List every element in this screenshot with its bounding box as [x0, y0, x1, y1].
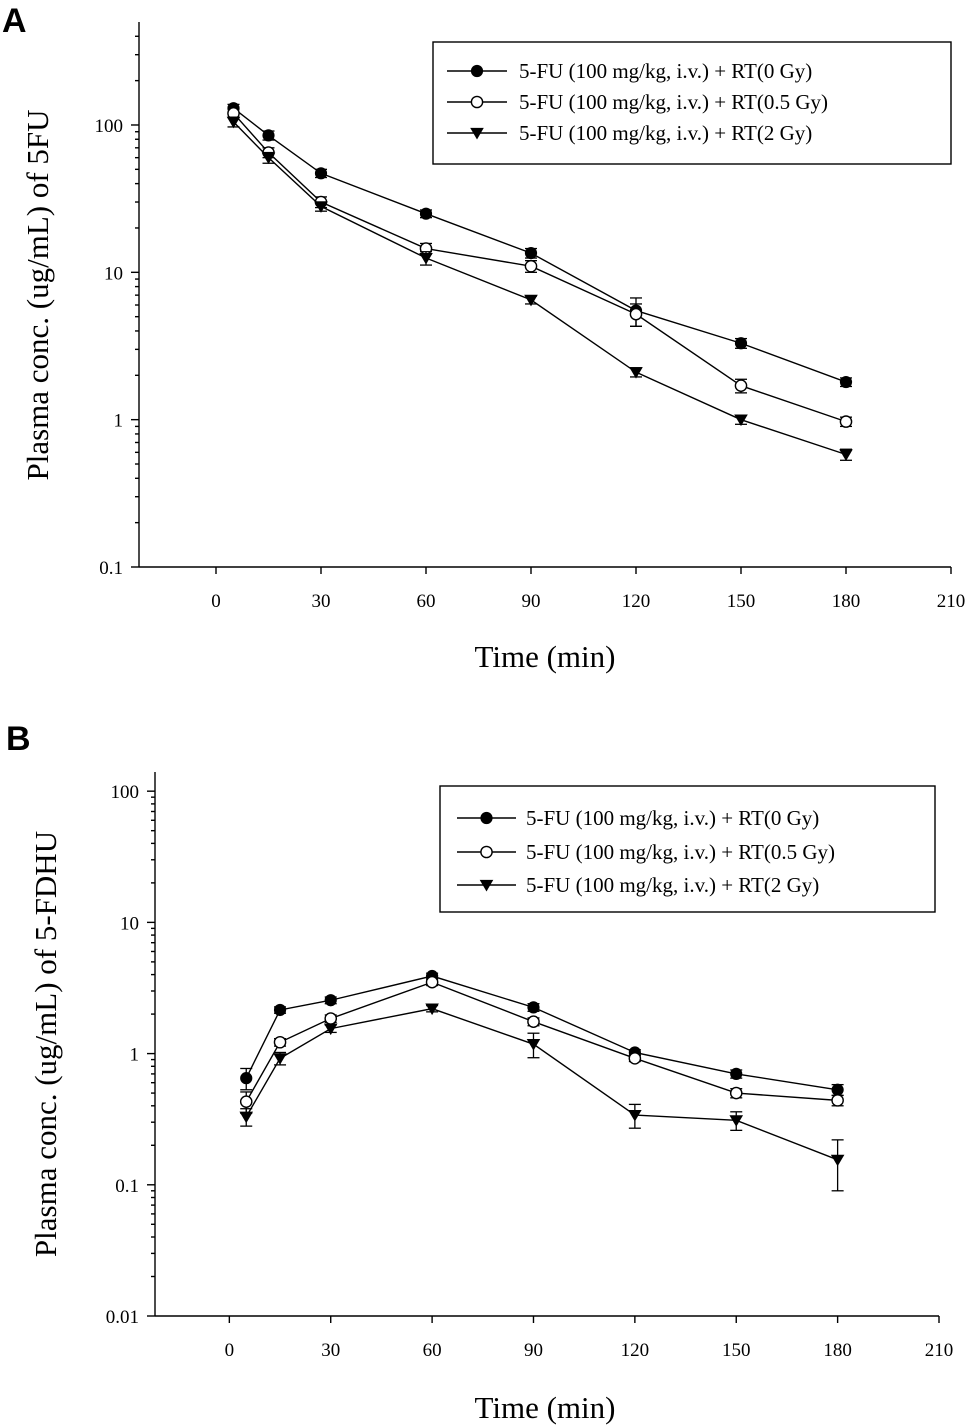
y-tick-label: 100	[95, 116, 124, 137]
data-point	[734, 379, 748, 393]
data-point	[273, 1053, 287, 1065]
data-point	[629, 367, 643, 379]
legend-entry: 5-FU (100 mg/kg, i.v.) + RT(0 Gy)	[519, 59, 812, 83]
data-point	[261, 152, 276, 165]
data-point	[831, 1083, 844, 1096]
series-line	[233, 107, 847, 383]
series-2	[226, 116, 853, 461]
y-tick-label: 0.1	[115, 1176, 139, 1197]
data-point	[273, 1035, 287, 1049]
data-point	[830, 1154, 845, 1167]
data-point	[419, 252, 433, 265]
y-tick-label: 100	[111, 782, 140, 803]
x-tick-label: 180	[832, 591, 861, 612]
legend-marker	[480, 845, 493, 859]
data-point	[734, 337, 748, 350]
x-tick-label: 60	[417, 591, 436, 612]
legend-marker	[470, 127, 484, 140]
legend-box	[432, 41, 952, 165]
x-tick-label: 210	[937, 591, 966, 612]
data-point	[314, 201, 328, 213]
data-point	[831, 1094, 844, 1107]
data-point	[239, 1111, 254, 1124]
data-point	[324, 1012, 338, 1025]
x-tick-label: 120	[621, 1340, 650, 1361]
series-line	[232, 121, 847, 456]
data-point	[425, 975, 439, 989]
series-2	[239, 1003, 845, 1192]
data-point	[526, 1039, 541, 1051]
data-point	[524, 294, 538, 307]
data-point	[262, 129, 275, 142]
legend-entry: 5-FU (100 mg/kg, i.v.) + RT(2 Gy)	[526, 873, 819, 897]
series-line	[232, 112, 847, 423]
y-tick-label: 1	[130, 1045, 140, 1066]
legend-marker	[470, 64, 484, 78]
data-point	[524, 259, 538, 273]
data-point	[629, 307, 643, 321]
legend: 5-FU (100 mg/kg, i.v.) + RT(0 Gy) 5-FU (1…	[432, 41, 952, 165]
x-tick-label: 0	[225, 1340, 235, 1361]
x-tick-label: 30	[312, 591, 331, 612]
legend-marker	[470, 95, 484, 109]
x-tick-label: 180	[823, 1340, 852, 1361]
data-point	[628, 1109, 642, 1122]
y-axis-title: Plasma conc. (ug/mL) of 5FU	[20, 109, 55, 480]
data-point	[527, 1015, 540, 1028]
data-point	[734, 414, 748, 427]
data-point	[839, 449, 853, 461]
x-tick-label: 0	[211, 591, 221, 612]
chart-panel-a: A 0 30 60 90 120 150 180 210 0.1 1 10 100 Time (min) P…	[2, 2, 965, 674]
series-line	[245, 981, 838, 1103]
data-point	[323, 1023, 338, 1036]
chart-panel-b: B 0 30 60 90 120 150 180 210 0.01 0.1 1 10 100 Time (m…	[6, 720, 953, 1425]
legend-entry: 5-FU (100 mg/kg, i.v.) + RT(2 Gy)	[519, 121, 812, 145]
data-point	[729, 1115, 744, 1127]
x-tick-label: 150	[722, 1340, 751, 1361]
legend: 5-FU (100 mg/kg, i.v.) + RT(0 Gy) 5-FU (1…	[439, 785, 936, 913]
series-line	[245, 975, 838, 1091]
data-point	[729, 1086, 743, 1100]
x-axis-title: Time (min)	[475, 1390, 616, 1425]
y-tick-label: 1	[114, 411, 124, 432]
data-point	[239, 1095, 253, 1108]
data-point	[839, 415, 853, 428]
data-point	[324, 994, 337, 1007]
legend-marker	[479, 879, 494, 892]
data-point	[730, 1067, 743, 1081]
x-tick-label: 30	[321, 1340, 340, 1361]
x-tick-label: 60	[423, 1340, 442, 1361]
x-tick-label: 90	[522, 591, 541, 612]
y-tick-label: 10	[120, 913, 139, 934]
data-point	[314, 167, 328, 180]
legend-entry: 5-FU (100 mg/kg, i.v.) + RT(0 Gy)	[526, 806, 819, 830]
data-point	[524, 247, 538, 260]
legend-entry: 5-FU (100 mg/kg, i.v.) + RT(0.5 Gy)	[519, 90, 828, 114]
y-axis-title: Plasma conc. (ug/mL) of 5-FDHU	[28, 831, 63, 1257]
y-tick-label: 10	[104, 263, 123, 284]
data-point	[226, 116, 241, 129]
y-tick-label: 0.01	[106, 1307, 139, 1328]
panel-label: B	[6, 720, 31, 758]
legend-marker	[480, 811, 493, 825]
data-point	[628, 1052, 642, 1065]
series-line	[245, 1007, 838, 1161]
x-tick-label: 150	[727, 591, 756, 612]
x-tick-label: 210	[925, 1340, 954, 1361]
legend-entry: 5-FU (100 mg/kg, i.v.) + RT(0.5 Gy)	[526, 840, 835, 864]
data-point	[839, 375, 853, 389]
data-point	[419, 207, 433, 220]
legend-box	[439, 785, 936, 913]
y-tick-label: 0.1	[99, 558, 123, 579]
data-point	[240, 1072, 253, 1085]
x-tick-label: 90	[524, 1340, 543, 1361]
x-axis-title: Time (min)	[475, 639, 616, 674]
data-point	[273, 1003, 287, 1017]
panel-label: A	[2, 2, 27, 40]
data-point	[527, 1001, 540, 1014]
x-tick-label: 120	[622, 591, 651, 612]
data-point	[425, 1003, 439, 1016]
